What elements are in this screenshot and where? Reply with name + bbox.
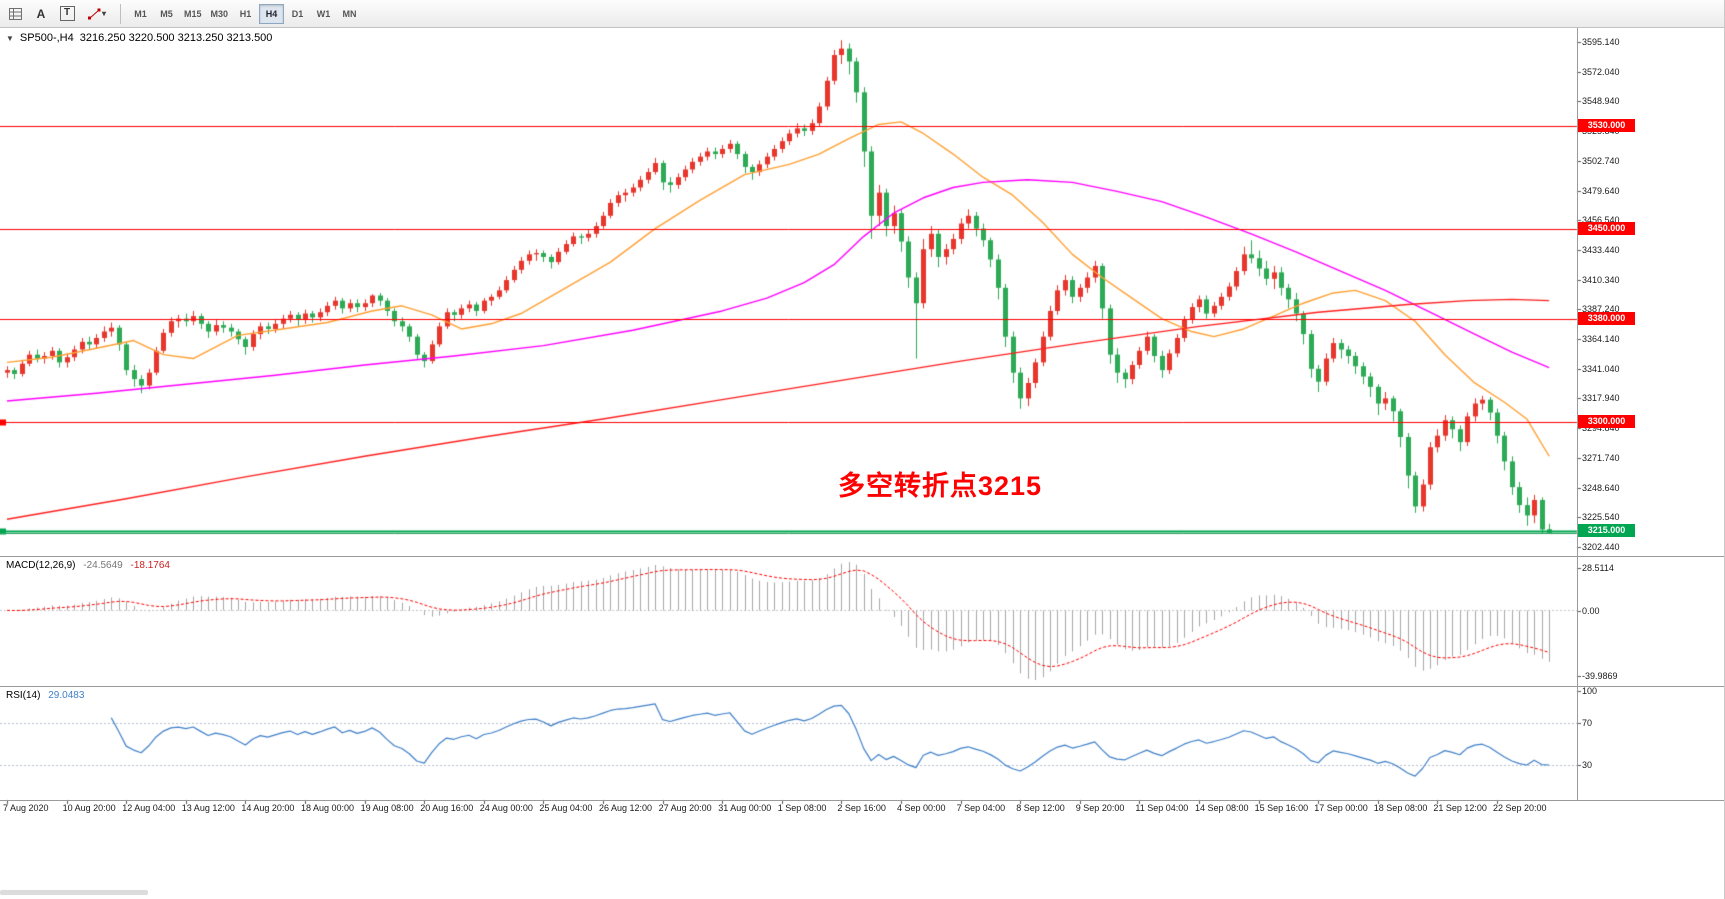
time-axis-label: 11 Sep 04:00 <box>1135 803 1189 813</box>
price-level-tag: 3380.000 <box>1578 311 1635 325</box>
rsi-value: 29.0483 <box>48 690 85 701</box>
macd-axis-label: 0.00 <box>1582 605 1600 616</box>
time-axis-label: 7 Sep 04:00 <box>956 803 1006 813</box>
pane-splitter-macd[interactable] <box>0 556 1724 557</box>
time-axis-label: 26 Aug 12:00 <box>599 803 653 813</box>
timeframe-group: M1 M5 M15 M30 H1 H4 D1 W1 MN <box>128 3 362 24</box>
insert-text-label: A <box>36 6 46 21</box>
text-annotation[interactable]: 多空转折点3215 <box>838 471 1043 501</box>
time-axis-label: 10 Aug 20:00 <box>62 803 116 813</box>
price-tick-label: 3456.540 <box>1582 215 1620 226</box>
time-axis-label: 18 Sep 08:00 <box>1373 803 1428 813</box>
chart-grid-icon <box>8 7 22 20</box>
timeframe-h1-button[interactable]: H1 <box>233 4 258 24</box>
price-tick-label: 3548.940 <box>1582 96 1620 107</box>
chart-title: ▼ SP500-,H4 3216.250 3220.500 3213.250 3… <box>6 32 272 44</box>
timeframe-mn-button[interactable]: MN <box>337 4 362 24</box>
pane-splitter-rsi[interactable] <box>0 686 1724 687</box>
ohlc-values: 3216.250 3220.500 3213.250 3213.500 <box>79 32 273 44</box>
time-axis-label: 20 Aug 16:00 <box>420 803 474 813</box>
time-axis-label: 7 Aug 2020 <box>3 803 49 813</box>
price-level-tag: 3300.000 <box>1578 414 1635 428</box>
timeframe-m15-button[interactable]: M15 <box>180 4 206 24</box>
rsi-axis-label: 100 <box>1582 686 1598 696</box>
price-tick-label: 3225.540 <box>1582 512 1620 523</box>
time-axis-label: 18 Aug 00:00 <box>301 803 355 813</box>
insert-label-button[interactable]: T <box>55 3 79 25</box>
chevron-down-icon: ▾ <box>101 9 106 18</box>
insert-text-button[interactable]: A <box>29 3 53 25</box>
price-tick-label: 3572.040 <box>1582 66 1620 77</box>
price-tick-label: 3479.640 <box>1582 185 1620 196</box>
time-axis-label: 14 Aug 20:00 <box>241 803 295 813</box>
rsi-label: RSI(14) 29.0483 <box>6 690 89 701</box>
horizontal-scrollbar[interactable] <box>0 890 148 895</box>
price-tick-label: 3202.440 <box>1582 542 1620 552</box>
price-tick-label: 3410.340 <box>1582 274 1620 285</box>
trendline-icon <box>87 8 101 19</box>
chart-area: ▼ SP500-,H4 3216.250 3220.500 3213.250 3… <box>0 28 1724 899</box>
price-level-tag: 3215.000 <box>1578 523 1635 537</box>
macd-label: MACD(12,26,9) -24.5649 -18.1764 <box>6 560 175 571</box>
rsi-name: RSI(14) <box>6 690 41 701</box>
chart-canvas[interactable] <box>0 28 1724 899</box>
price-axis-border <box>1577 28 1578 800</box>
timeframe-d1-button[interactable]: D1 <box>285 4 310 24</box>
timeframe-w1-button[interactable]: W1 <box>311 4 336 24</box>
time-axis-label: 9 Sep 20:00 <box>1075 803 1125 813</box>
time-axis-label: 2 Sep 16:00 <box>837 803 886 813</box>
time-axis-label: 8 Sep 12:00 <box>1016 803 1065 813</box>
time-axis-label: 19 Aug 08:00 <box>360 803 414 813</box>
price-tick-label: 3248.640 <box>1582 482 1620 493</box>
time-axis-label: 27 Aug 20:00 <box>658 803 712 813</box>
toolbar: A T ▾ M1 M5 M15 M30 H1 H4 D1 W1 MN <box>0 0 1724 28</box>
time-axis-label: 13 Aug 12:00 <box>181 803 235 813</box>
text-label-icon: T <box>59 6 75 21</box>
price-tick-label: 3502.740 <box>1582 155 1620 166</box>
macd-axis-label: 28.5114 <box>1582 563 1614 573</box>
time-axis-label: 21 Sep 12:00 <box>1433 803 1487 813</box>
price-tick-label: 3595.140 <box>1582 37 1620 47</box>
macd-axis-label: -39.9869 <box>1582 671 1618 681</box>
time-axis-label: 4 Sep 00:00 <box>897 803 946 813</box>
time-axis-label: 17 Sep 00:00 <box>1314 803 1368 813</box>
price-level-tag: 3530.000 <box>1578 118 1635 132</box>
one-click-trading-toggle[interactable]: ▼ <box>6 33 14 43</box>
timeframe-m5-button[interactable]: M5 <box>154 4 179 24</box>
timeframe-m1-button[interactable]: M1 <box>128 4 153 24</box>
draw-tools-button[interactable]: ▾ <box>81 3 113 25</box>
rsi-axis-label: 70 <box>1582 717 1593 728</box>
time-axis-label: 31 Aug 00:00 <box>718 803 772 813</box>
symbol-period-label: SP500-,H4 <box>19 32 74 44</box>
pane-splitter-timeaxis[interactable] <box>0 800 1724 801</box>
price-tick-label: 3364.140 <box>1582 334 1620 345</box>
toolbar-separator <box>120 3 121 24</box>
price-tick-label: 3294.840 <box>1582 423 1620 434</box>
macd-main-value: -24.5649 <box>83 560 123 571</box>
timeframe-m30-button[interactable]: M30 <box>207 4 233 24</box>
time-axis-label: 22 Sep 20:00 <box>1493 803 1547 813</box>
macd-name: MACD(12,26,9) <box>6 560 76 571</box>
time-axis-label: 12 Aug 04:00 <box>122 803 176 813</box>
macd-pane[interactable] <box>0 556 1577 686</box>
time-axis-label: 1 Sep 08:00 <box>777 803 827 813</box>
price-pane[interactable] <box>0 28 1577 556</box>
rsi-pane[interactable] <box>0 686 1577 800</box>
price-tick-label: 3387.240 <box>1582 304 1620 315</box>
rsi-axis-label: 30 <box>1582 760 1593 771</box>
chart-grid-button[interactable] <box>3 3 27 25</box>
price-tick-label: 3271.740 <box>1582 452 1620 463</box>
macd-signal-value: -18.1764 <box>130 560 170 571</box>
time-axis-label: 14 Sep 08:00 <box>1195 803 1249 813</box>
timeframe-h4-button[interactable]: H4 <box>259 3 285 24</box>
time-axis-label: 25 Aug 04:00 <box>539 803 593 813</box>
price-tick-label: 3433.440 <box>1582 244 1620 255</box>
price-tick-label: 3341.040 <box>1582 363 1620 374</box>
time-axis-label: 24 Aug 00:00 <box>479 803 533 813</box>
time-axis-label: 15 Sep 16:00 <box>1254 803 1309 813</box>
price-tick-label: 3317.940 <box>1582 393 1620 404</box>
price-level-tag: 3450.000 <box>1578 221 1635 235</box>
